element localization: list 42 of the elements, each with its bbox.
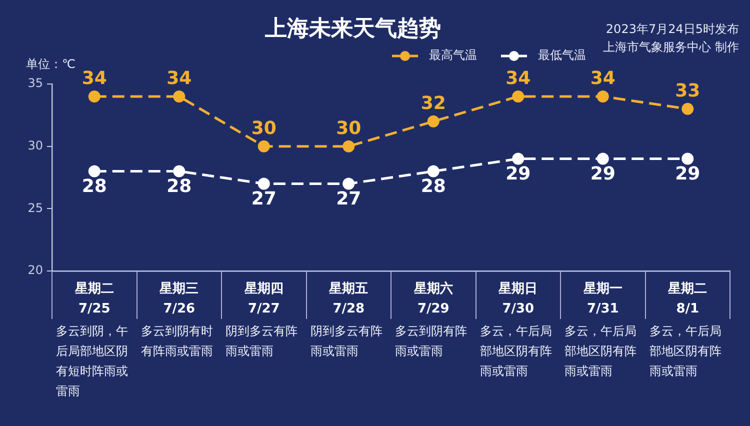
data-label: 28	[166, 176, 192, 197]
text: 阴到多云有阵雨或雷雨	[226, 324, 298, 358]
y-tick-label: 25	[28, 200, 43, 215]
chart-title: 上海未来天气趋势	[264, 16, 441, 42]
x-tick-label: 星期二 8/1	[667, 281, 708, 316]
text: 阴到多云有阵雨或雷雨	[310, 324, 382, 358]
data-label: 27	[336, 188, 362, 210]
legend-label: 最低气温	[538, 48, 586, 62]
data-label: 32	[420, 93, 446, 114]
data-label: 28	[82, 176, 107, 197]
x-tick-label: 星期四 7/27	[243, 281, 284, 316]
x-tick-label: 星期六 7/29	[412, 280, 453, 316]
y-tick-label: 20	[28, 263, 43, 278]
text: 多云到阴有阵雨或雷雨	[395, 324, 467, 358]
text: 多云到阴有时有阵雨或雷雨	[140, 324, 213, 358]
data-label: 29	[506, 163, 531, 184]
text: 2023年7月24日5时发布	[606, 22, 739, 36]
x-tick-label: 星期二 7/25	[74, 281, 114, 316]
data-label: 30	[251, 118, 276, 140]
data-label: 33	[675, 80, 700, 102]
y-axis-title: 单位：℃	[26, 57, 76, 72]
data-label: 29	[590, 163, 616, 184]
data-label: 28	[420, 176, 446, 197]
y-tick-label: 30	[28, 138, 43, 152]
y-tick-label: 35	[28, 76, 43, 90]
x-tick-label: 星期日 7/30	[498, 281, 538, 316]
x-tick-label: 星期五 7/28	[328, 281, 368, 316]
data-label: 34	[82, 68, 107, 90]
text: 上海市气象服务中心 制作	[603, 40, 739, 54]
legend-label: 最高气温	[429, 48, 477, 62]
data-label: 30	[336, 118, 362, 140]
data-label: 29	[675, 163, 700, 184]
text: 多云，午后局部地区阴有阵雨或雷雨	[564, 324, 636, 378]
data-label: 34	[166, 68, 192, 90]
data-label: 34	[590, 68, 616, 90]
x-tick-label: 星期三 7/26	[158, 281, 199, 316]
x-tick-label: 星期一 7/31	[582, 281, 622, 316]
text: 多云，午后局部地区阴有阵雨或雷雨	[649, 324, 722, 378]
text: 多云到阴，午后局部地区阴有短时阵雨或雷雨	[56, 324, 128, 398]
text: 多云，午后局部地区阴有阵雨或雷雨	[480, 324, 552, 378]
data-label: 34	[506, 68, 531, 90]
data-label: 27	[251, 188, 276, 210]
